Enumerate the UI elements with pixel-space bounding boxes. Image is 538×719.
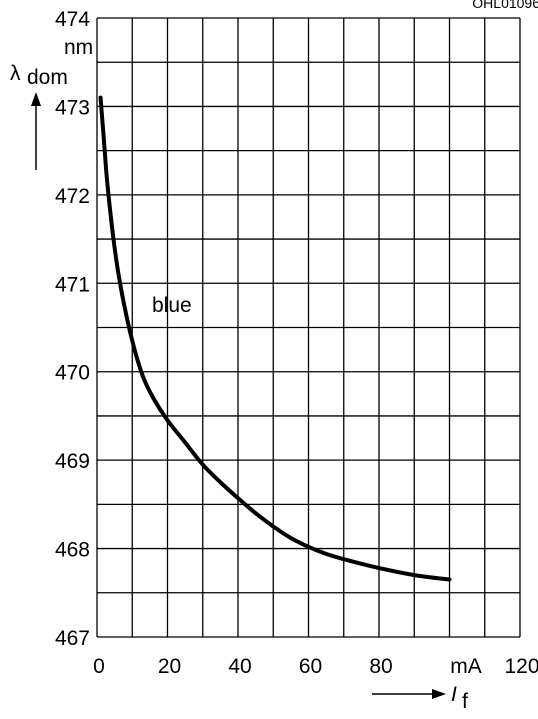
x-axis-subscript: f — [462, 690, 468, 713]
series-line-blue — [98, 95, 452, 582]
x-axis-symbol: I — [451, 683, 457, 706]
y-axis-label: λ dom — [10, 62, 68, 89]
series-label-blue: blue — [152, 294, 192, 317]
grid — [96, 17, 521, 638]
y-axis-symbol: λ — [10, 62, 21, 85]
x-tick-label: 80 — [369, 655, 392, 678]
x-axis-arrow — [372, 689, 446, 699]
y-axis-subscript: dom — [27, 66, 68, 89]
x-tick-label: 40 — [228, 655, 251, 678]
y-tick-label: 474 — [55, 8, 90, 31]
data-curves — [98, 95, 452, 582]
y-tick-label: 471 — [55, 273, 90, 296]
x-axis-label: I f — [451, 683, 468, 713]
y-tick-label: 470 — [55, 362, 90, 385]
y-tick-label: 467 — [55, 627, 90, 650]
y-tick-label: 469 — [55, 450, 90, 473]
x-tick-label: 0 — [93, 655, 105, 678]
figure-code: OHL01096 — [472, 0, 538, 11]
y-axis-unit: nm — [64, 36, 93, 59]
y-tick-label: 468 — [55, 539, 90, 562]
tick-labels: 0 20 40 60 80 120 467 468 469 470 471 472 473 474 — [55, 8, 538, 678]
y-axis-arrow — [31, 92, 41, 170]
x-tick-label: 20 — [158, 655, 181, 678]
x-tick-label: 60 — [299, 655, 322, 678]
y-tick-label: 472 — [55, 185, 90, 208]
x-tick-label: 120 — [504, 655, 538, 678]
y-tick-label: 473 — [55, 96, 90, 119]
x-axis-unit: mA — [450, 655, 482, 678]
